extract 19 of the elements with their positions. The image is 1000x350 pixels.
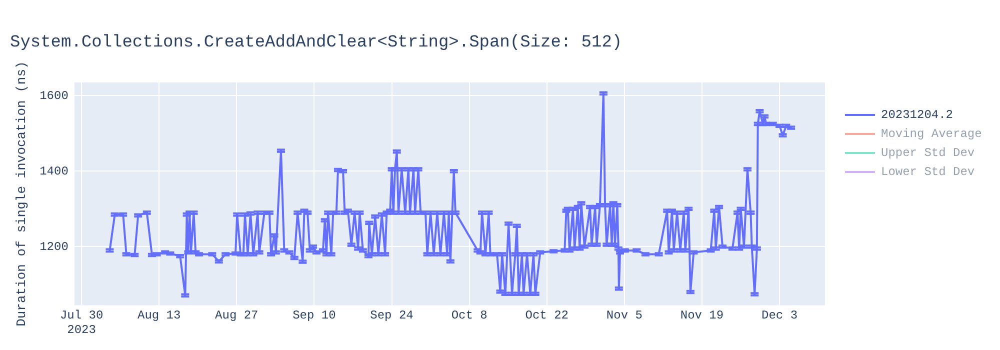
x-tick-label: Aug 13 <box>138 308 181 323</box>
x-tick-label: Oct 22 <box>525 308 568 323</box>
y-axis-title: Duration of single invocation (ns) <box>14 61 30 326</box>
x-tick-label: Sep 24 <box>370 308 414 323</box>
legend-label: Upper Std Dev <box>881 146 975 160</box>
y-tick-label: 1400 <box>40 164 68 178</box>
legend-label: 20231204.2 <box>881 108 954 122</box>
x-tick-label: Jul 30 2023 <box>60 308 104 337</box>
x-tick-label: Nov 19 <box>680 308 724 323</box>
legend-label: Moving Average <box>881 126 982 140</box>
x-tick-label: Nov 5 <box>606 308 642 323</box>
x-tick-label: Oct 8 <box>451 308 488 323</box>
legend-label: Lower Std Dev <box>881 164 975 178</box>
x-tick-label: Sep 10 <box>292 308 336 323</box>
y-tick-label: 1200 <box>40 240 68 254</box>
x-tick-label: Aug 27 <box>215 308 258 323</box>
y-tick-label: 1600 <box>40 88 68 103</box>
x-tick-label: Dec 3 <box>762 308 798 323</box>
chart-title: System.Collections.CreateAddAndClear<String>.Span(Size: 512) <box>10 34 622 53</box>
